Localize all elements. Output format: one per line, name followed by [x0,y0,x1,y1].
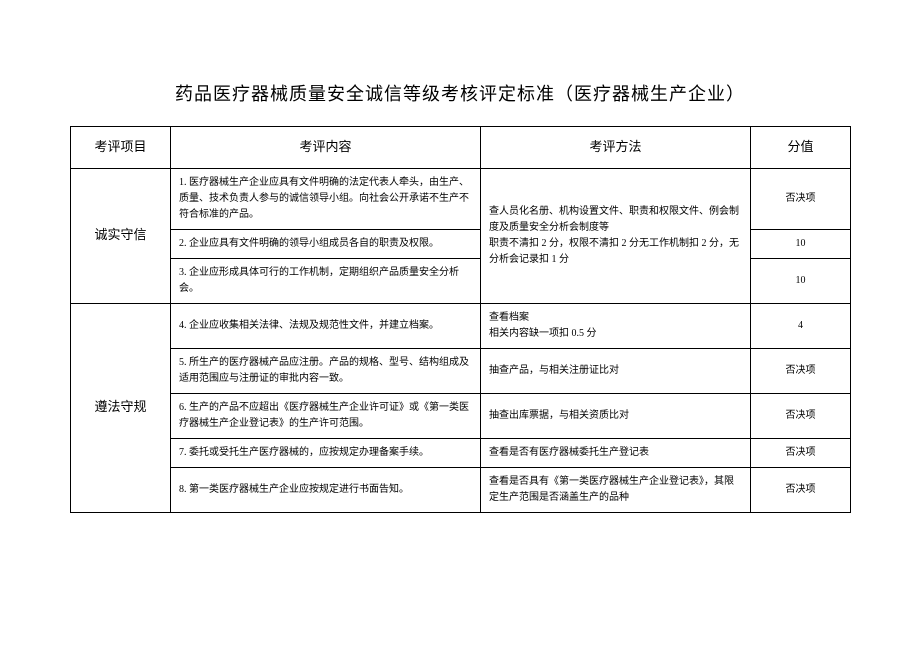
table-row: 7. 委托或受托生产医疗器械的，应按规定办理备案手续。 查看是否有医疗器械委托生… [71,438,851,467]
method-cell: 查看是否有医疗器械委托生产登记表 [481,438,751,467]
content-cell: 7. 委托或受托生产医疗器械的，应按规定办理备案手续。 [171,438,481,467]
method-cell: 查看档案 相关内容缺一项扣 0.5 分 [481,303,751,348]
header-content: 考评内容 [171,127,481,169]
header-category: 考评项目 [71,127,171,169]
method-cell: 抽查产品，与相关注册证比对 [481,348,751,393]
score-cell: 否决项 [751,348,851,393]
score-cell: 10 [751,258,851,303]
content-cell: 1. 医疗器械生产企业应具有文件明确的法定代表人牵头，由生产、质量、技术负责人参… [171,168,481,229]
table-row: 5. 所生产的医疗器械产品应注册。产品的规格、型号、结构组成及适用范围应与注册证… [71,348,851,393]
page-title: 药品医疗器械质量安全诚信等级考核评定标准（医疗器械生产企业） [70,80,850,106]
content-cell: 4. 企业应收集相关法律、法规及规范性文件，并建立档案。 [171,303,481,348]
score-cell: 否决项 [751,393,851,438]
method-cell: 查看是否具有《第一类医疗器械生产企业登记表》，其限定生产范围是否涵盖生产的品种 [481,467,751,512]
table-row: 6. 生产的产品不应超出《医疗器械生产企业许可证》或《第一类医疗器械生产企业登记… [71,393,851,438]
content-cell: 5. 所生产的医疗器械产品应注册。产品的规格、型号、结构组成及适用范围应与注册证… [171,348,481,393]
score-cell: 4 [751,303,851,348]
table-row: 8. 第一类医疗器械生产企业应按规定进行书面告知。 查看是否具有《第一类医疗器械… [71,467,851,512]
content-cell: 3. 企业应形成具体可行的工作机制，定期组织产品质量安全分析会。 [171,258,481,303]
category-cell-1: 诚实守信 [71,168,171,303]
score-cell: 否决项 [751,168,851,229]
category-cell-2: 遵法守规 [71,303,171,512]
score-cell: 否决项 [751,467,851,512]
content-cell: 6. 生产的产品不应超出《医疗器械生产企业许可证》或《第一类医疗器械生产企业登记… [171,393,481,438]
header-score: 分值 [751,127,851,169]
score-cell: 否决项 [751,438,851,467]
method-cell-group1: 查人员化名册、机构设置文件、职责和权限文件、例会制度及质量安全分析会制度等 职责… [481,168,751,303]
table-header-row: 考评项目 考评内容 考评方法 分值 [71,127,851,169]
table-row: 诚实守信 1. 医疗器械生产企业应具有文件明确的法定代表人牵头，由生产、质量、技… [71,168,851,229]
table-row: 遵法守规 4. 企业应收集相关法律、法规及规范性文件，并建立档案。 查看档案 相… [71,303,851,348]
evaluation-table: 考评项目 考评内容 考评方法 分值 诚实守信 1. 医疗器械生产企业应具有文件明… [70,126,851,513]
score-cell: 10 [751,229,851,258]
content-cell: 2. 企业应具有文件明确的领导小组成员各自的职责及权限。 [171,229,481,258]
method-cell: 抽查出库票据，与相关资质比对 [481,393,751,438]
header-method: 考评方法 [481,127,751,169]
content-cell: 8. 第一类医疗器械生产企业应按规定进行书面告知。 [171,467,481,512]
